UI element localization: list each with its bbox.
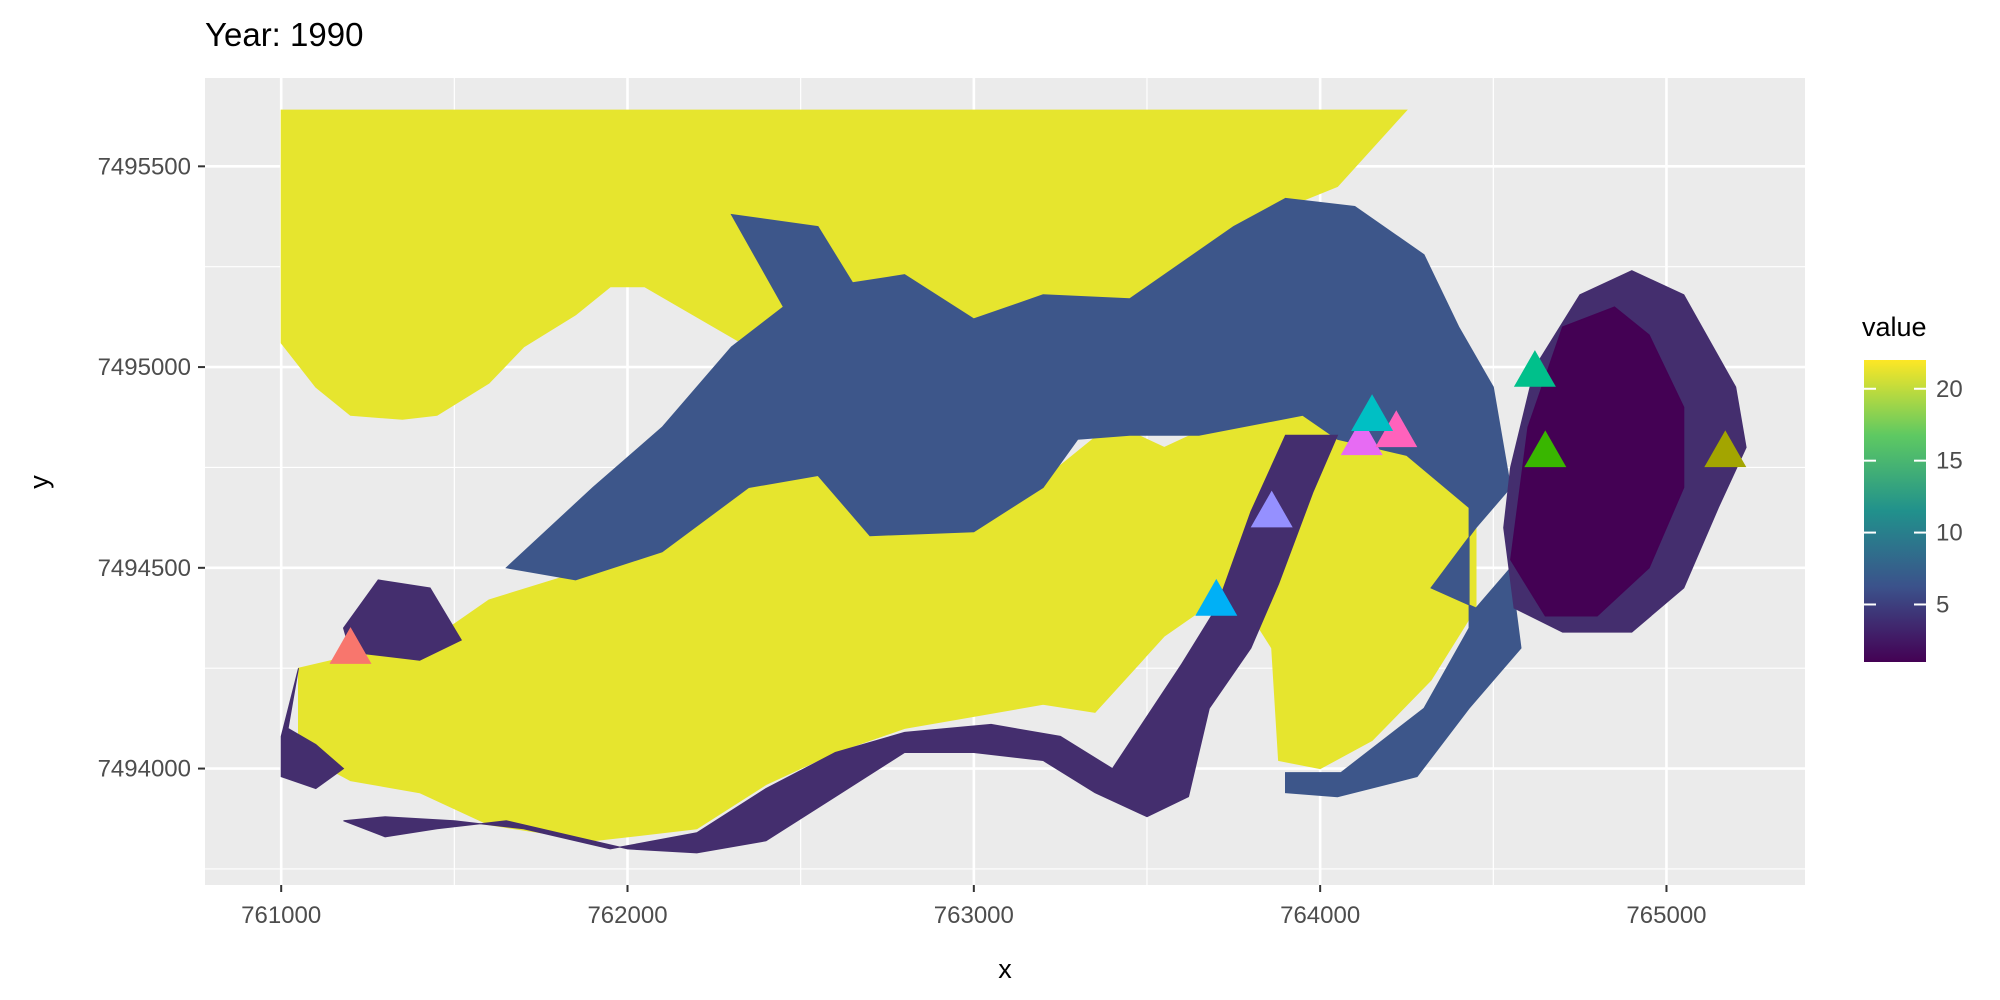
- point-marker: [1351, 394, 1394, 431]
- point-marker: [1195, 578, 1238, 616]
- x-axis-title: x: [998, 954, 1012, 984]
- x-tick-label: 764000: [1280, 902, 1360, 929]
- point-layer: [329, 350, 1747, 664]
- legend: value 5 10 15 20: [1862, 312, 1963, 662]
- raster-region-low: [280, 668, 345, 790]
- point-marker: [1250, 490, 1293, 528]
- legend-title: value: [1862, 312, 1927, 342]
- plot-title: Year: 1990: [205, 16, 363, 53]
- legend-colorbar: [1864, 360, 1926, 662]
- raster-region-medium: [505, 197, 1522, 798]
- y-tick-label: 7495000: [98, 354, 191, 381]
- legend-break-label: 5: [1936, 591, 1949, 618]
- y-tick-label: 7494000: [98, 756, 191, 783]
- legend-ticks: 5 10 15 20: [1864, 376, 1963, 618]
- x-tick-label: 763000: [934, 902, 1014, 929]
- point-marker: [1704, 430, 1747, 468]
- point-marker: [329, 627, 372, 664]
- x-tick-label: 762000: [587, 902, 667, 929]
- legend-break-label: 10: [1936, 520, 1963, 547]
- raster-region-low: [343, 434, 1339, 854]
- x-tick-label: 765000: [1626, 902, 1706, 929]
- x-axis: 761000 762000 763000 764000 765000: [241, 885, 1707, 929]
- y-axis-title: y: [24, 475, 54, 489]
- point-marker: [1513, 350, 1556, 387]
- raster-layer: [280, 109, 1747, 854]
- y-tick-label: 7494500: [98, 555, 191, 582]
- point-marker: [1524, 430, 1567, 468]
- y-tick-label: 7495500: [98, 153, 191, 180]
- legend-break-label: 20: [1936, 376, 1963, 403]
- point-marker: [1375, 410, 1418, 448]
- point-marker: [1340, 418, 1383, 456]
- y-axis: 7494000 7494500 7495000 7495500: [98, 153, 205, 783]
- legend-break-label: 15: [1936, 448, 1963, 475]
- x-tick-label: 761000: [241, 902, 321, 929]
